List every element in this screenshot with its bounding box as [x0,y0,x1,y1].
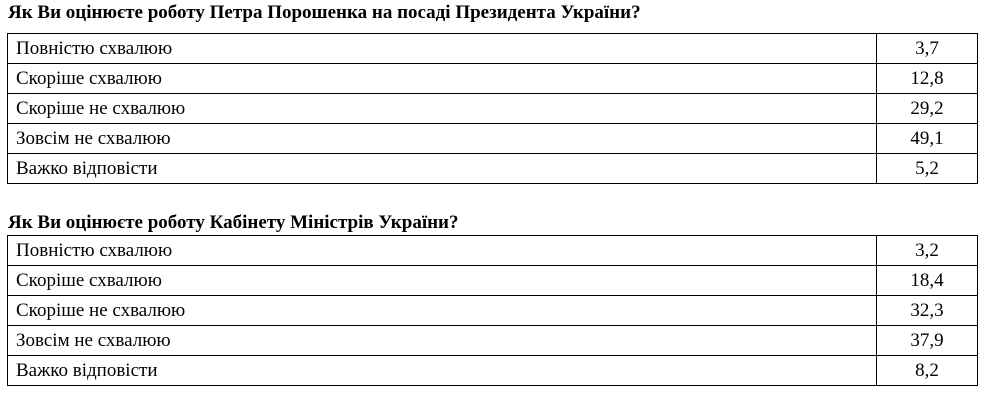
row-value: 3,7 [876,33,978,64]
row-label: Скоріше не схвалюю [7,295,877,326]
row-value: 29,2 [876,93,978,124]
table-president: Повністю схвалюю 3,7 Скоріше схвалюю 12,8 … [7,33,978,184]
table-cabinet: Повністю схвалюю 3,2 Скоріше схвалюю 18,4 … [7,235,978,386]
table-row: Зовсім не схвалюю 49,1 [7,123,978,154]
section-title-president: Як Ви оцінюєте роботу Петра Порошенка на… [8,2,641,23]
row-label: Повністю схвалюю [7,33,877,64]
row-label: Скоріше схвалюю [7,265,877,296]
row-label: Скоріше не схвалюю [7,93,877,124]
table-row: Повністю схвалюю 3,7 [7,33,978,64]
row-value: 8,2 [876,355,978,386]
row-label: Повністю схвалюю [7,235,877,266]
row-label: Зовсім не схвалюю [7,123,877,154]
row-value: 49,1 [876,123,978,154]
row-label: Важко відповісти [7,355,877,386]
row-value: 5,2 [876,153,978,184]
row-label: Скоріше схвалюю [7,63,877,94]
row-label: Зовсім не схвалюю [7,325,877,356]
table-row: Скоріше схвалюю 12,8 [7,63,978,94]
table-row: Важко відповісти 5,2 [7,153,978,184]
table-row: Зовсім не схвалюю 37,9 [7,325,978,356]
table-row: Скоріше не схвалюю 29,2 [7,93,978,124]
row-value: 37,9 [876,325,978,356]
row-value: 18,4 [876,265,978,296]
section-title-cabinet: Як Ви оцінюєте роботу Кабінету Міністрів… [8,212,459,233]
row-value: 3,2 [876,235,978,266]
table-row: Важко відповісти 8,2 [7,355,978,386]
table-row: Скоріше схвалюю 18,4 [7,265,978,296]
row-label: Важко відповісти [7,153,877,184]
table-row: Скоріше не схвалюю 32,3 [7,295,978,326]
row-value: 12,8 [876,63,978,94]
row-value: 32,3 [876,295,978,326]
table-row: Повністю схвалюю 3,2 [7,235,978,266]
